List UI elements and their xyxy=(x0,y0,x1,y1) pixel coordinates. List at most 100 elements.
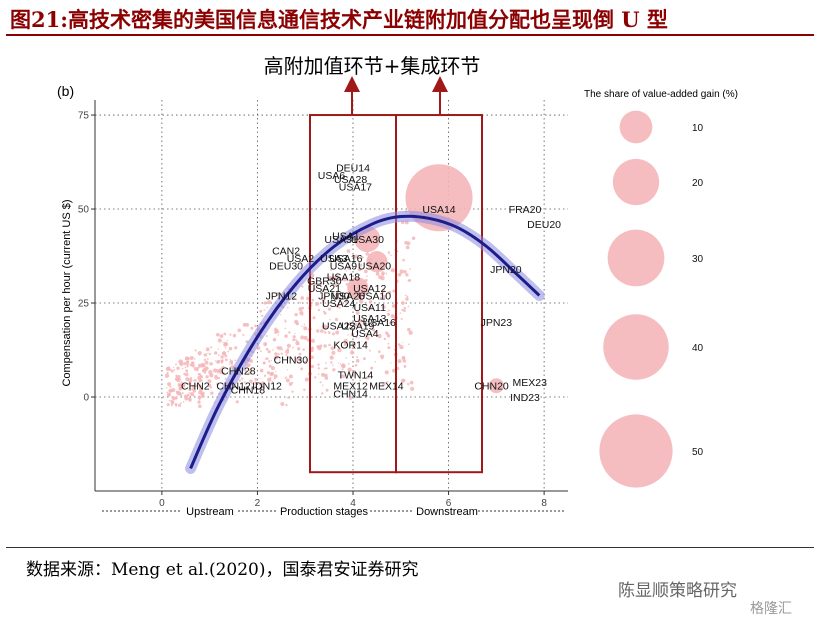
background-point xyxy=(254,377,258,382)
background-point xyxy=(400,301,405,305)
point-label-gbr30: GBR30 xyxy=(307,275,342,287)
background-point xyxy=(363,269,368,274)
legend-bubble-40 xyxy=(603,314,669,380)
background-point xyxy=(277,353,280,356)
highlight-box-2 xyxy=(395,114,483,474)
background-point xyxy=(194,378,197,382)
background-point xyxy=(222,351,226,356)
background-point xyxy=(168,399,171,402)
point-label-usa18: USA18 xyxy=(327,272,360,284)
background-point xyxy=(177,382,182,387)
background-point xyxy=(397,272,402,277)
background-point xyxy=(347,367,352,372)
point-label-jpn23: JPN23 xyxy=(481,317,513,329)
background-point xyxy=(321,384,324,387)
background-point xyxy=(204,360,209,365)
background-point xyxy=(185,369,188,373)
background-point xyxy=(175,390,179,393)
background-point xyxy=(286,369,289,371)
background-point xyxy=(346,265,351,270)
bubble-chn20 xyxy=(488,378,504,394)
background-point xyxy=(300,296,305,300)
background-point xyxy=(249,369,252,372)
point-label-usa19: USA19 xyxy=(341,321,374,333)
background-point xyxy=(338,298,342,302)
background-point xyxy=(406,382,410,386)
background-point xyxy=(203,358,207,361)
background-point xyxy=(301,285,304,288)
background-point xyxy=(288,397,290,400)
background-point xyxy=(359,319,364,323)
background-point xyxy=(404,240,408,245)
background-point xyxy=(387,346,391,350)
background-point xyxy=(335,292,340,298)
background-point xyxy=(256,346,261,350)
background-point xyxy=(299,311,304,316)
y-tick-label: 0 xyxy=(83,393,89,404)
background-point xyxy=(370,366,374,370)
background-point xyxy=(323,331,327,334)
background-point xyxy=(165,367,170,371)
background-point xyxy=(320,329,324,333)
background-point xyxy=(199,387,203,392)
background-point xyxy=(277,334,280,336)
background-point xyxy=(341,374,346,379)
background-point xyxy=(301,325,303,327)
background-point xyxy=(287,306,289,309)
background-point xyxy=(340,387,342,390)
x-tick-label: 2 xyxy=(255,498,261,509)
background-point xyxy=(263,301,267,305)
background-point xyxy=(167,382,172,387)
point-label-usa9: USA9 xyxy=(330,260,358,272)
background-point xyxy=(208,370,213,375)
background-point xyxy=(329,355,334,360)
background-point xyxy=(388,290,392,295)
background-point xyxy=(377,333,382,339)
background-point xyxy=(406,295,409,298)
background-point xyxy=(369,349,371,352)
fit-line xyxy=(189,214,541,470)
background-point xyxy=(209,386,213,389)
background-point xyxy=(355,330,359,334)
background-point xyxy=(221,366,225,370)
background-point xyxy=(403,309,406,313)
background-point xyxy=(303,335,308,340)
background-point xyxy=(169,389,173,393)
background-point xyxy=(288,382,293,386)
background-point xyxy=(267,350,271,354)
background-point xyxy=(227,370,229,372)
background-point xyxy=(218,354,220,356)
background-point xyxy=(298,358,302,361)
point-label-mex23: MEX23 xyxy=(513,377,548,389)
background-point xyxy=(186,371,188,374)
background-point xyxy=(334,274,339,279)
background-point xyxy=(174,396,178,400)
point-label-usa13: USA13 xyxy=(353,313,386,325)
background-point xyxy=(172,400,174,402)
background-point xyxy=(314,376,317,379)
background-point xyxy=(313,282,317,286)
background-point xyxy=(321,392,324,395)
background-point xyxy=(169,385,172,388)
background-point xyxy=(391,304,396,308)
background-point xyxy=(273,377,276,380)
background-point xyxy=(268,360,271,363)
background-point xyxy=(358,337,360,339)
background-point xyxy=(346,249,351,253)
background-point xyxy=(234,346,238,350)
x-tick-label: 6 xyxy=(446,498,452,509)
background-point xyxy=(351,343,356,348)
background-point xyxy=(194,349,197,352)
background-point xyxy=(328,276,333,280)
point-label-usa6: USA6 xyxy=(318,170,346,182)
background-point xyxy=(184,356,189,361)
background-point xyxy=(324,296,326,299)
background-point xyxy=(409,268,412,270)
background-point xyxy=(192,379,195,382)
background-point xyxy=(244,369,247,373)
watermark: 陈显顺策略研究 xyxy=(618,581,737,601)
background-point xyxy=(237,328,242,333)
background-point xyxy=(268,364,272,368)
background-point xyxy=(367,338,370,341)
